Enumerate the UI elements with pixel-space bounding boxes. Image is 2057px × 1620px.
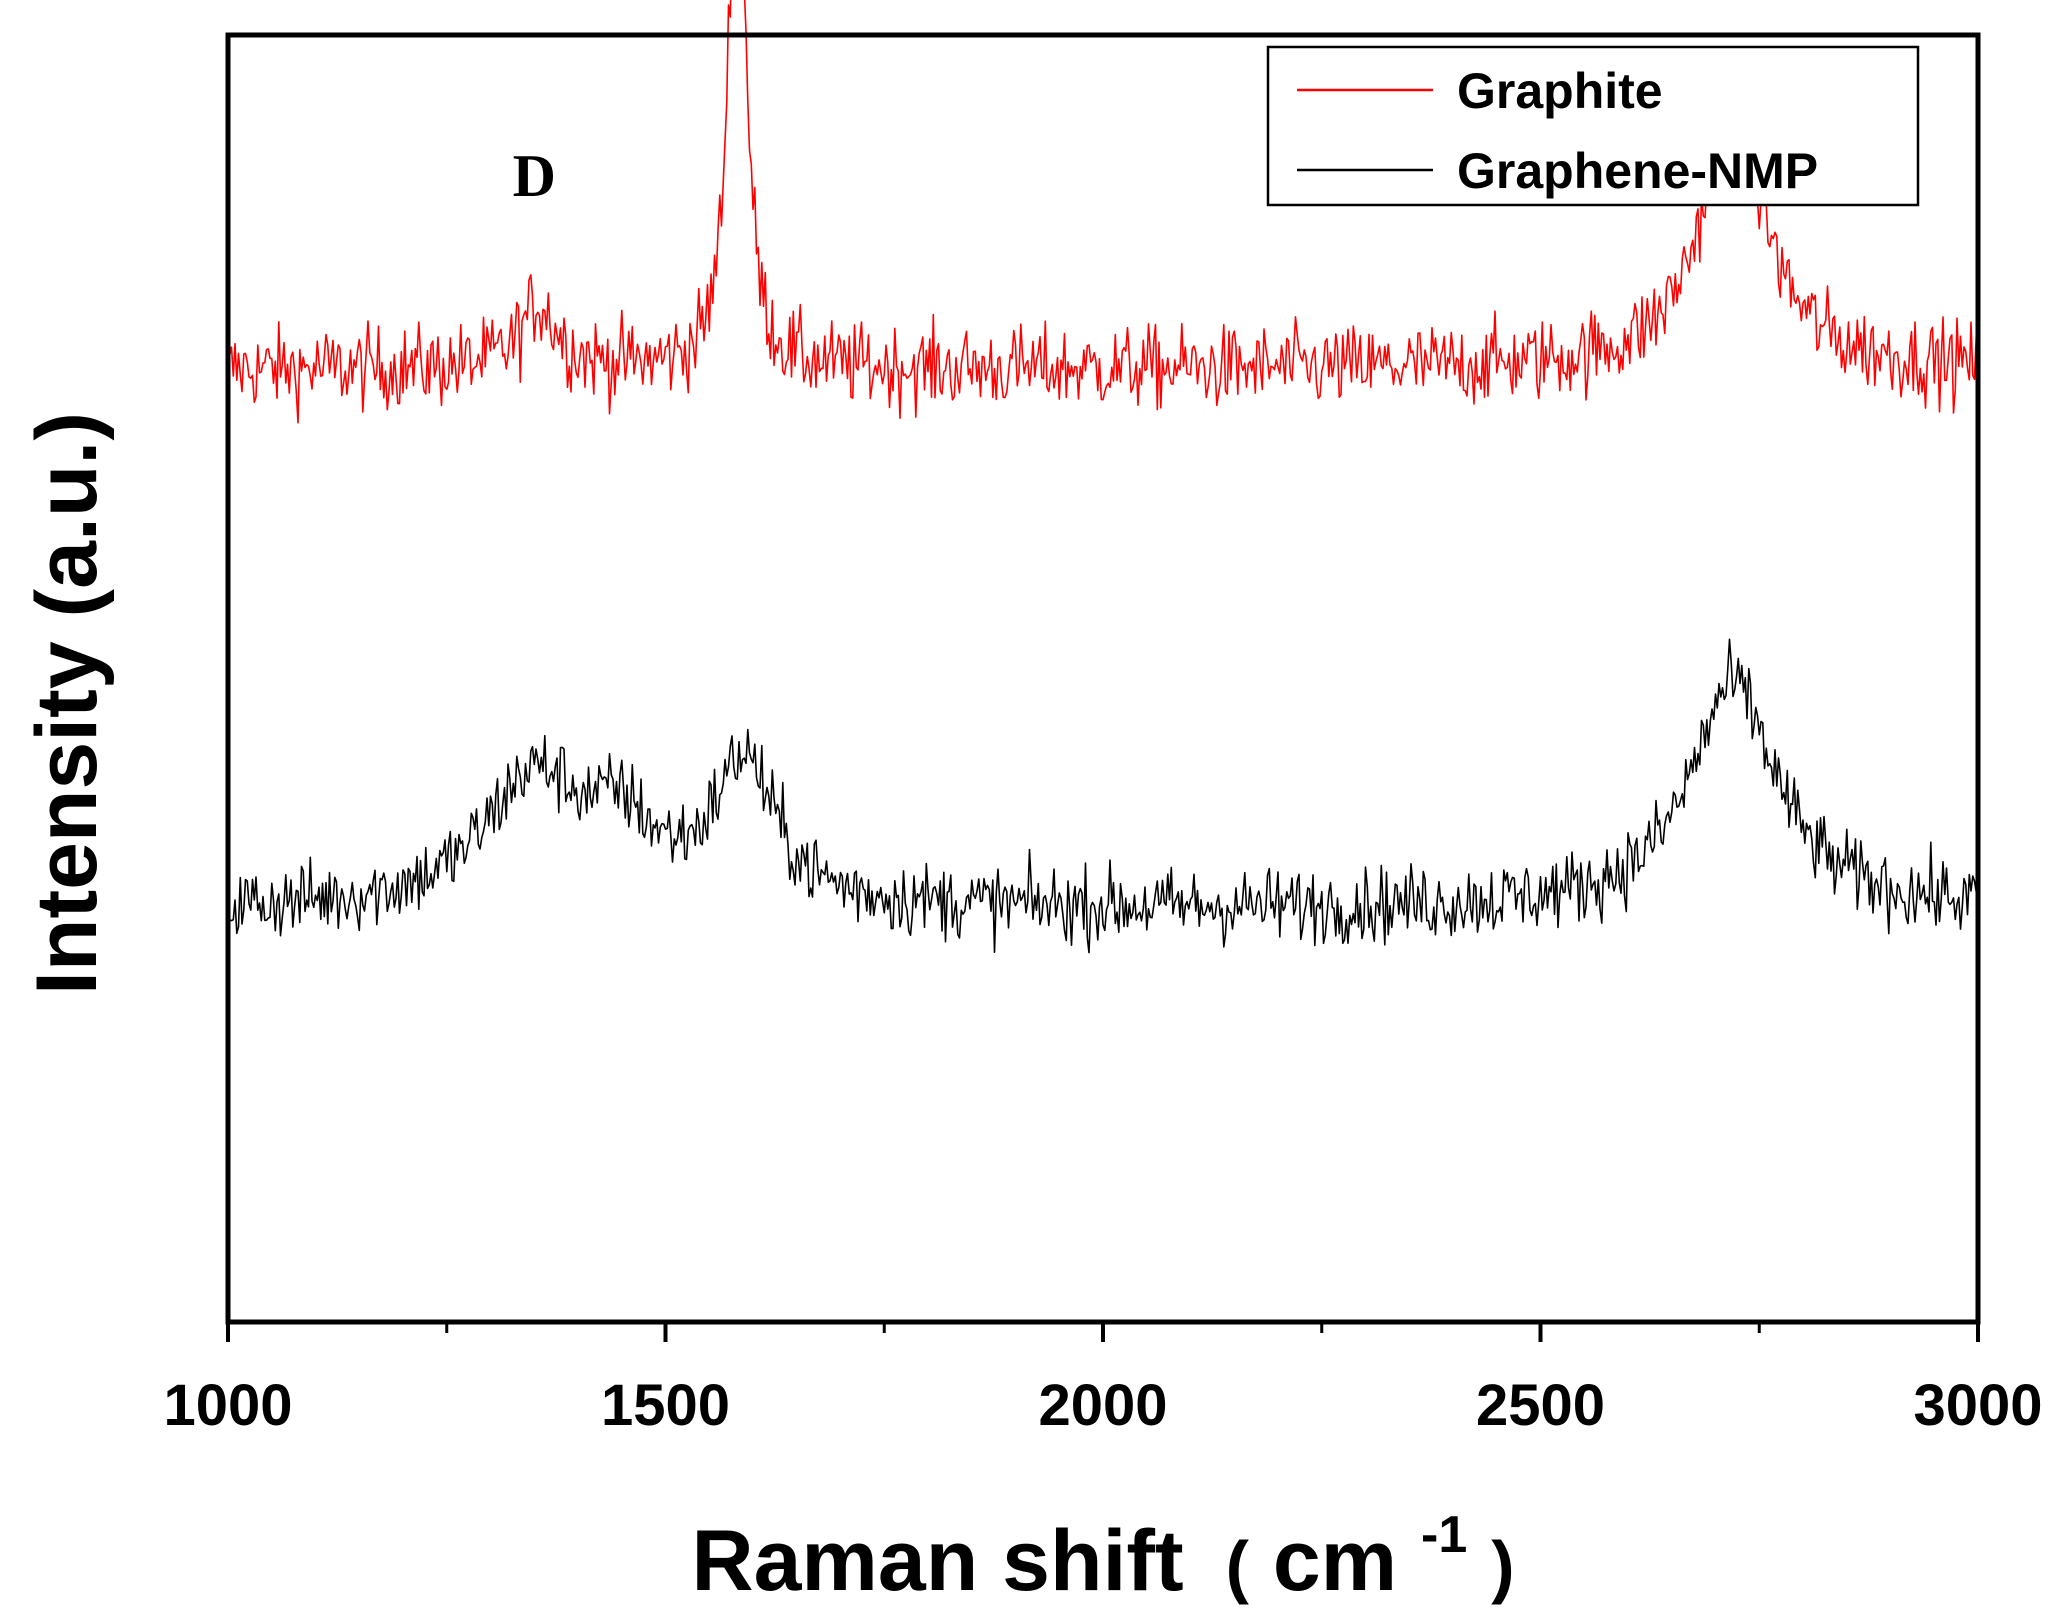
x-tick-label: 3000 <box>1913 1373 2042 1438</box>
x-tick-label: 1500 <box>601 1373 730 1438</box>
legend-label-graphite: Graphite <box>1457 63 1663 119</box>
x-axis-title-main: Raman shift <box>692 1513 1184 1609</box>
series-line-graphene-nmp <box>227 638 1979 954</box>
x-axis-title: Raman shift ( cm -1 ) <box>692 1475 1515 1609</box>
legend-box <box>1266 45 1920 207</box>
x-tick-label: 2500 <box>1476 1373 1605 1438</box>
x-axis-title-exponent: -1 <box>1421 1506 1467 1564</box>
x-tick-label: 2000 <box>1038 1373 1167 1438</box>
x-axis-title-close-paren: ) <box>1491 1527 1514 1605</box>
x-tick-label: 1000 <box>163 1373 292 1438</box>
x-axis-title-open-paren: ( <box>1226 1527 1250 1605</box>
x-ticks: 1000 1500 2000 2500 3000 <box>163 1322 2043 1438</box>
legend: Graphite Graphene-NMP <box>1266 45 1920 207</box>
legend-label-graphene-nmp: Graphene-NMP <box>1457 143 1818 199</box>
series-line-graphite <box>227 0 1979 424</box>
peak-label-d: D <box>513 143 556 209</box>
series-group <box>227 0 1979 954</box>
y-axis-title: Intensity (a.u.) <box>19 412 115 995</box>
x-axis-title-unit: cm <box>1273 1513 1397 1609</box>
peak-annotations: DG2D <box>513 143 556 209</box>
plot-frame <box>225 32 1981 1325</box>
